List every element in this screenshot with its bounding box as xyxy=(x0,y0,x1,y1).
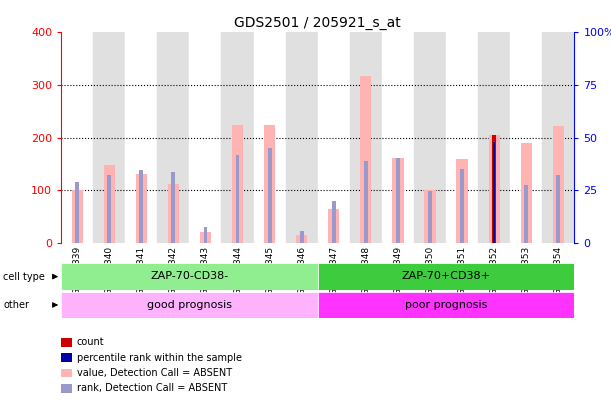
Bar xyxy=(392,158,403,243)
Bar xyxy=(268,148,271,243)
Bar xyxy=(425,190,436,243)
Text: ZAP-70+CD38+: ZAP-70+CD38+ xyxy=(401,271,491,281)
Bar xyxy=(172,172,175,243)
Bar xyxy=(360,76,371,243)
Bar xyxy=(557,175,560,243)
Bar xyxy=(200,232,211,243)
Bar xyxy=(139,171,143,243)
Bar xyxy=(285,32,318,243)
Text: count: count xyxy=(77,337,104,347)
Bar xyxy=(236,155,240,243)
Bar xyxy=(456,159,467,243)
Bar xyxy=(428,192,432,243)
Bar xyxy=(543,32,574,243)
Bar xyxy=(328,209,339,243)
Bar xyxy=(510,32,543,243)
Bar xyxy=(492,135,496,243)
Bar xyxy=(125,32,158,243)
Bar xyxy=(521,143,532,243)
Bar xyxy=(93,32,125,243)
Bar xyxy=(318,32,349,243)
Bar xyxy=(61,263,318,290)
Bar xyxy=(492,143,496,243)
Bar xyxy=(446,32,478,243)
Bar xyxy=(300,231,304,243)
Bar xyxy=(75,182,79,243)
Bar xyxy=(364,161,368,243)
Text: value, Detection Call = ABSENT: value, Detection Call = ABSENT xyxy=(77,368,232,378)
Bar xyxy=(189,32,221,243)
Bar xyxy=(61,292,318,318)
Bar xyxy=(108,175,111,243)
Bar xyxy=(296,235,307,243)
Bar xyxy=(396,158,400,243)
Bar xyxy=(524,185,528,243)
Bar xyxy=(493,142,496,243)
Bar xyxy=(203,227,207,243)
Bar xyxy=(460,169,464,243)
Text: cell type: cell type xyxy=(3,272,45,281)
Bar xyxy=(489,135,500,243)
Bar xyxy=(168,183,179,243)
Title: GDS2501 / 205921_s_at: GDS2501 / 205921_s_at xyxy=(235,16,401,30)
Bar xyxy=(221,32,254,243)
Bar xyxy=(71,190,82,243)
Bar xyxy=(104,165,115,243)
Bar xyxy=(478,32,510,243)
Bar xyxy=(414,32,446,243)
Text: other: other xyxy=(3,300,29,310)
Text: ZAP-70-CD38-: ZAP-70-CD38- xyxy=(150,271,229,281)
Bar xyxy=(158,32,189,243)
Bar xyxy=(61,32,93,243)
Text: poor prognosis: poor prognosis xyxy=(405,300,487,310)
Text: good prognosis: good prognosis xyxy=(147,300,232,310)
Bar xyxy=(318,263,574,290)
Text: rank, Detection Call = ABSENT: rank, Detection Call = ABSENT xyxy=(77,384,227,393)
Bar xyxy=(553,126,564,243)
Bar xyxy=(349,32,382,243)
Bar xyxy=(264,125,275,243)
Bar xyxy=(232,125,243,243)
Bar xyxy=(382,32,414,243)
Bar xyxy=(254,32,285,243)
Bar xyxy=(318,292,574,318)
Bar xyxy=(332,201,335,243)
Bar xyxy=(136,173,147,243)
Text: percentile rank within the sample: percentile rank within the sample xyxy=(77,353,242,362)
